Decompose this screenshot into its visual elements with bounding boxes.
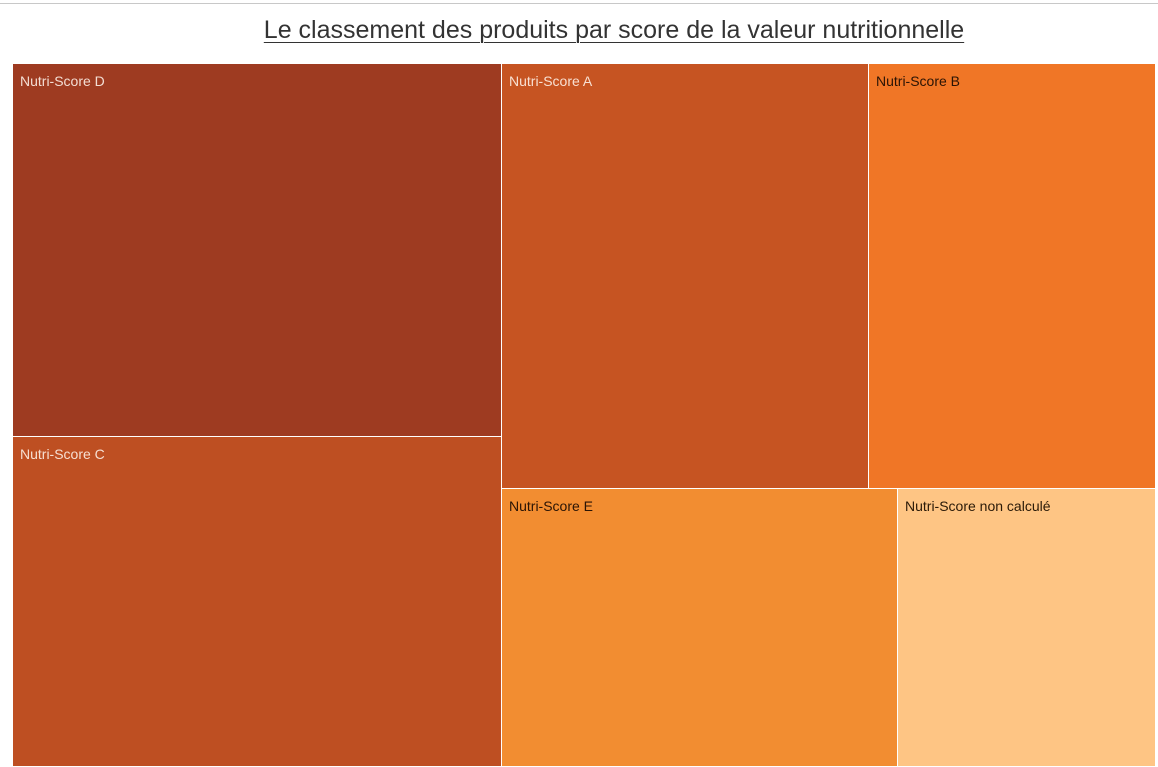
tile-nutri-score-a[interactable]: Nutri-Score A [502, 64, 869, 489]
tile-nutri-score-non-calcul[interactable]: Nutri-Score non calculé [898, 489, 1156, 767]
tile-label: Nutri-Score B [876, 73, 961, 89]
tile-label: Nutri-Score A [509, 73, 593, 89]
tile-nutri-score-d[interactable]: Nutri-Score D [13, 64, 502, 437]
tile-label: Nutri-Score non calculé [905, 498, 1051, 514]
tile-nutri-score-c[interactable]: Nutri-Score C [13, 437, 502, 767]
chart-title: Le classement des produits par score de … [263, 16, 965, 44]
top-divider [0, 3, 1158, 4]
tile-label: Nutri-Score E [509, 498, 594, 514]
treemap: Nutri-Score D Nutri-Score C Nutri-Score A N… [13, 64, 1156, 767]
tile-nutri-score-e[interactable]: Nutri-Score E [502, 489, 898, 767]
tile-label: Nutri-Score D [20, 73, 105, 89]
tile-label: Nutri-Score C [20, 446, 105, 462]
tile-nutri-score-b[interactable]: Nutri-Score B [869, 64, 1156, 489]
